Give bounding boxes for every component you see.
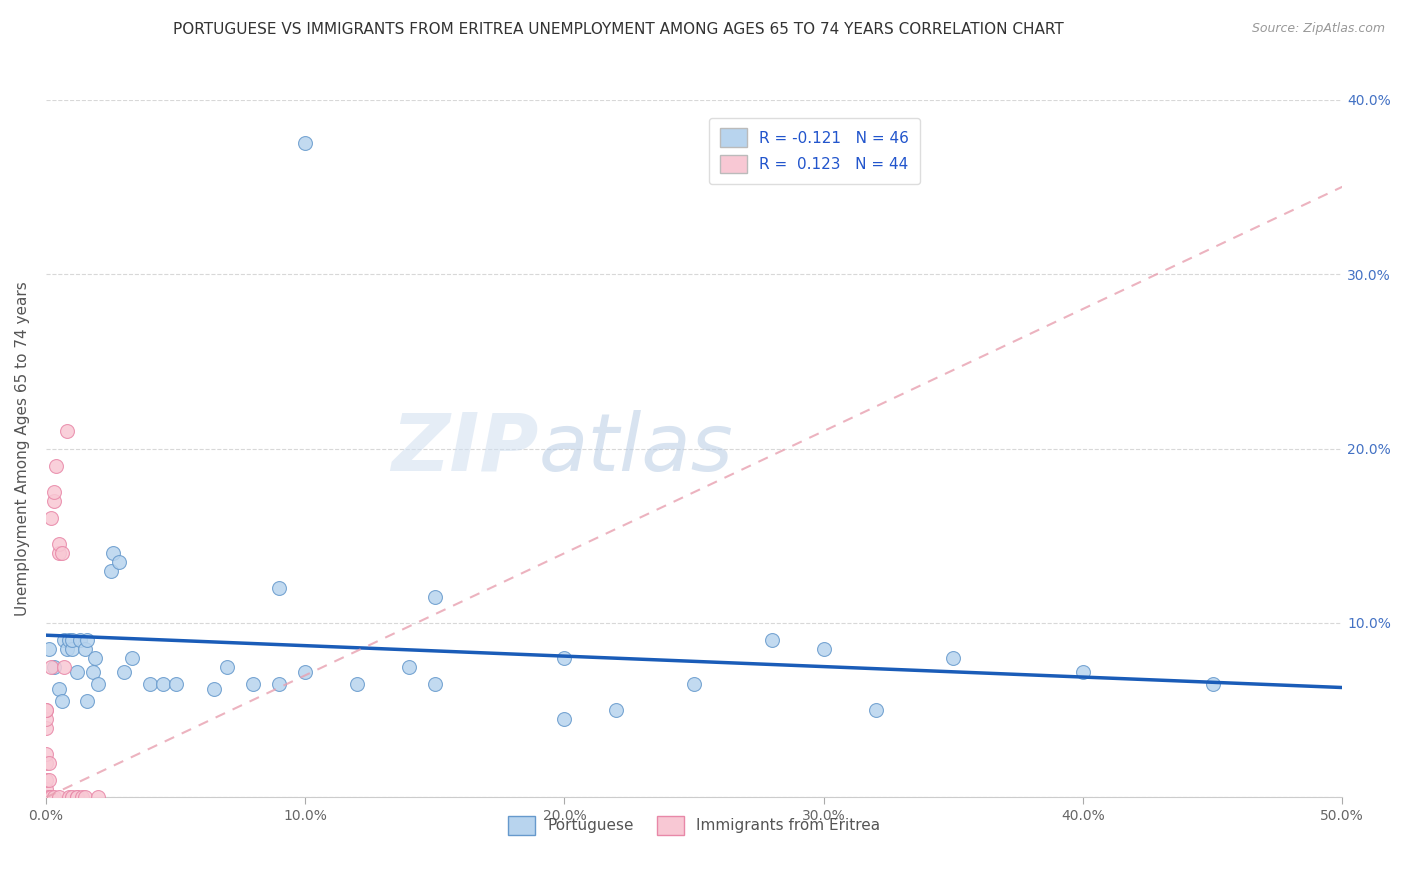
- Point: [35, 790, 58, 805]
- Point: [423, 677, 446, 691]
- Point: [683, 677, 706, 691]
- Point: [35, 721, 58, 735]
- Point: [269, 581, 291, 595]
- Point: [1201, 677, 1223, 691]
- Point: [35, 703, 58, 717]
- Point: [204, 682, 226, 697]
- Point: [60, 633, 83, 648]
- Point: [35, 790, 58, 805]
- Point: [51, 694, 73, 708]
- Point: [53, 659, 76, 673]
- Point: [103, 546, 125, 560]
- Point: [76, 694, 98, 708]
- Point: [35, 790, 58, 805]
- Point: [35, 756, 58, 770]
- Point: [38, 790, 60, 805]
- Point: [66, 790, 89, 805]
- Point: [165, 677, 187, 691]
- Point: [55, 424, 77, 438]
- Point: [42, 659, 65, 673]
- Point: [605, 703, 627, 717]
- Point: [865, 703, 887, 717]
- Point: [35, 781, 58, 796]
- Point: [35, 790, 58, 805]
- Point: [55, 642, 77, 657]
- Point: [66, 790, 89, 805]
- Point: [294, 665, 316, 679]
- Point: [35, 790, 58, 805]
- Point: [48, 537, 70, 551]
- Point: [35, 790, 58, 805]
- Point: [39, 659, 62, 673]
- Point: [35, 790, 58, 805]
- Text: ZIP: ZIP: [391, 409, 538, 488]
- Point: [45, 458, 67, 473]
- Point: [53, 633, 76, 648]
- Point: [35, 712, 58, 726]
- Point: [942, 651, 965, 665]
- Point: [48, 546, 70, 560]
- Point: [423, 590, 446, 604]
- Point: [217, 659, 239, 673]
- Point: [39, 790, 62, 805]
- Point: [38, 790, 60, 805]
- Point: [51, 546, 73, 560]
- Point: [60, 790, 83, 805]
- Point: [138, 677, 160, 691]
- Point: [242, 677, 264, 691]
- Point: [35, 747, 58, 761]
- Point: [35, 790, 58, 805]
- Point: [42, 485, 65, 500]
- Point: [48, 790, 70, 805]
- Text: Source: ZipAtlas.com: Source: ZipAtlas.com: [1251, 22, 1385, 36]
- Point: [1071, 665, 1094, 679]
- Point: [38, 756, 60, 770]
- Point: [76, 633, 98, 648]
- Point: [35, 790, 58, 805]
- Point: [553, 651, 575, 665]
- Point: [42, 493, 65, 508]
- Point: [58, 633, 80, 648]
- Point: [35, 790, 58, 805]
- Point: [66, 665, 89, 679]
- Point: [761, 633, 783, 648]
- Point: [73, 790, 96, 805]
- Text: atlas: atlas: [538, 409, 734, 488]
- Point: [152, 677, 174, 691]
- Point: [813, 642, 835, 657]
- Point: [84, 651, 107, 665]
- Point: [294, 136, 316, 151]
- Point: [35, 703, 58, 717]
- Point: [121, 651, 143, 665]
- Point: [346, 677, 368, 691]
- Point: [60, 642, 83, 657]
- Point: [72, 790, 94, 805]
- Point: [87, 790, 110, 805]
- Point: [82, 665, 104, 679]
- Point: [35, 790, 58, 805]
- Point: [100, 564, 122, 578]
- Point: [38, 772, 60, 787]
- Point: [58, 790, 80, 805]
- Point: [38, 642, 60, 657]
- Text: PORTUGUESE VS IMMIGRANTS FROM ERITREA UNEMPLOYMENT AMONG AGES 65 TO 74 YEARS COR: PORTUGUESE VS IMMIGRANTS FROM ERITREA UN…: [173, 22, 1064, 37]
- Point: [73, 642, 96, 657]
- Point: [48, 682, 70, 697]
- Point: [39, 511, 62, 525]
- Legend: Portuguese, Immigrants from Eritrea: Portuguese, Immigrants from Eritrea: [501, 808, 889, 842]
- Point: [553, 712, 575, 726]
- Point: [87, 677, 110, 691]
- Point: [35, 790, 58, 805]
- Point: [112, 665, 135, 679]
- Point: [398, 659, 420, 673]
- Y-axis label: Unemployment Among Ages 65 to 74 years: Unemployment Among Ages 65 to 74 years: [15, 281, 30, 615]
- Point: [42, 790, 65, 805]
- Point: [107, 555, 129, 569]
- Point: [269, 677, 291, 691]
- Point: [69, 633, 91, 648]
- Point: [35, 772, 58, 787]
